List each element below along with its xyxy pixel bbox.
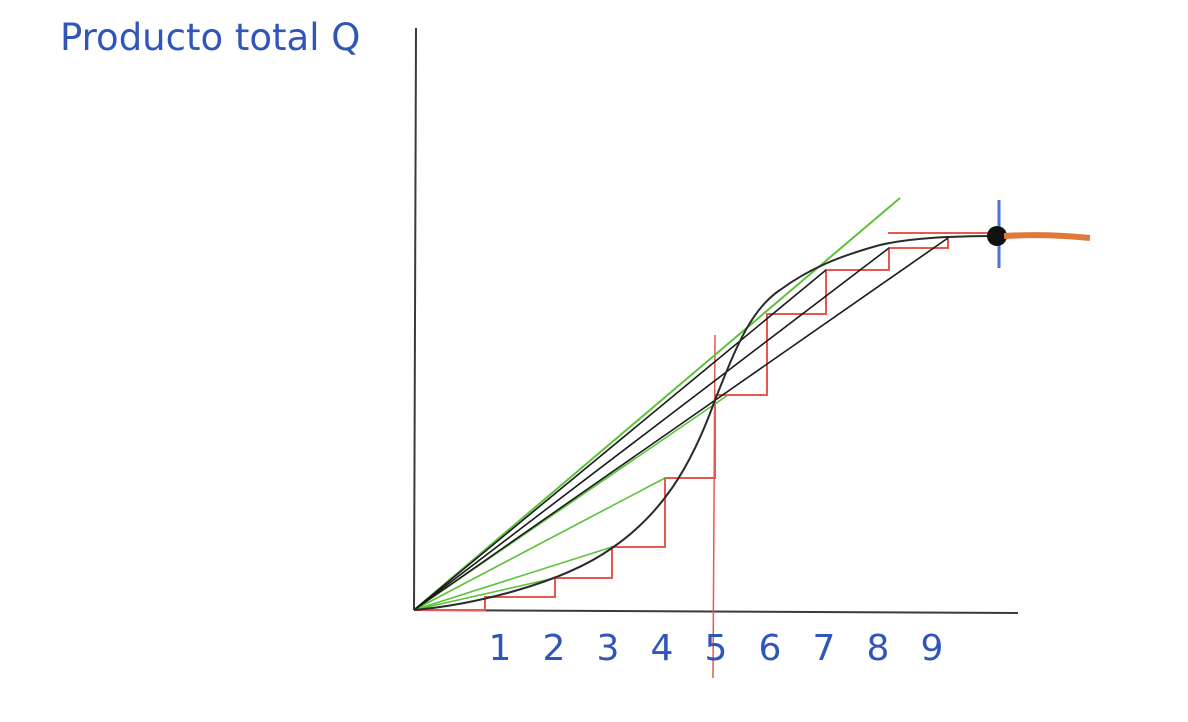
chord-lines — [413, 237, 949, 611]
x-axis — [413, 609, 1019, 614]
vertical-line-at-5 — [712, 334, 716, 679]
max-point-dot — [987, 226, 1007, 246]
tangent-ray — [413, 197, 901, 611]
y-axis-label: Producto total Q — [60, 16, 360, 59]
green-ray — [413, 546, 613, 611]
green-ray — [413, 477, 666, 611]
x-tick-3: 3 — [597, 628, 620, 669]
orange-tail — [1003, 232, 1091, 241]
green-ray — [413, 577, 556, 611]
chord-line — [413, 247, 890, 611]
x-tick-4: 4 — [651, 628, 674, 669]
chord-line — [413, 237, 949, 611]
x-tick-8: 8 — [867, 628, 890, 669]
x-tick-1: 1 — [489, 628, 512, 669]
chord-line — [413, 269, 827, 611]
x-tick-2: 2 — [543, 628, 566, 669]
x-tick-5: 5 — [705, 628, 728, 669]
x-tick-9: 9 — [921, 628, 944, 669]
x-tick-6: 6 — [759, 628, 782, 669]
x-tick-7: 7 — [813, 628, 836, 669]
marginal-step-function — [414, 238, 949, 611]
total-product-curve — [413, 235, 1001, 611]
y-axis — [413, 27, 417, 611]
average-product-rays — [413, 197, 901, 611]
